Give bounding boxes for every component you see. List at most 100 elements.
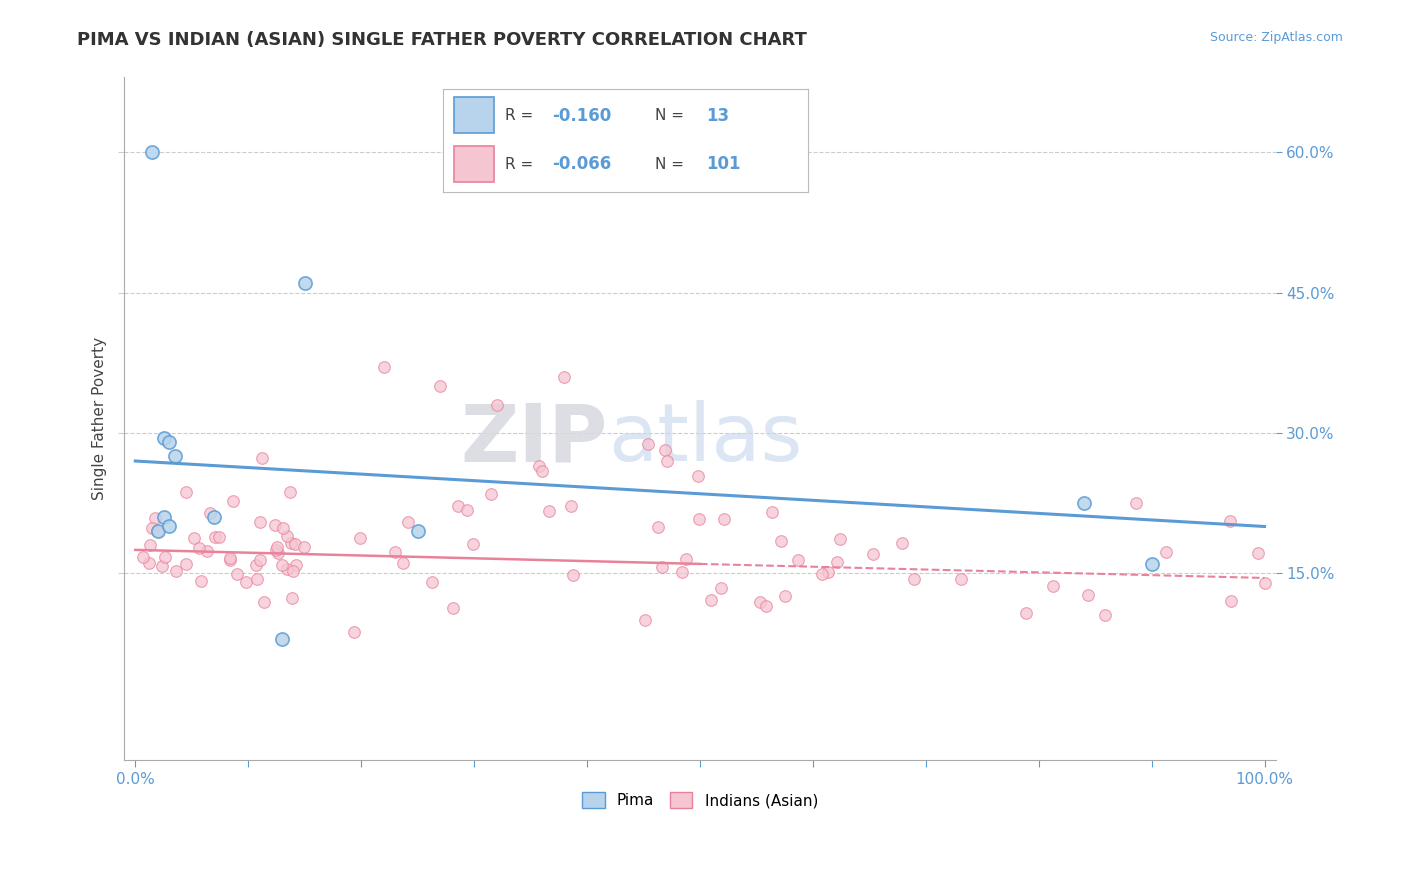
Point: [769, 533, 792, 548]
Point: [195, 544, 218, 558]
Point: [204, 531, 226, 545]
Point: [152, 510, 174, 524]
Point: [285, 558, 308, 573]
Point: [675, 552, 697, 566]
Point: [671, 565, 693, 579]
Text: R =: R =: [505, 108, 538, 123]
Point: [531, 464, 554, 478]
Point: [139, 538, 162, 552]
Point: [249, 515, 271, 529]
Point: [384, 545, 406, 559]
Point: [1253, 575, 1275, 590]
Point: [429, 379, 451, 393]
Point: [748, 595, 770, 609]
Point: [218, 551, 240, 566]
Point: [1154, 545, 1177, 559]
Text: 101: 101: [706, 155, 741, 173]
Point: [174, 557, 197, 571]
Point: [219, 553, 242, 567]
Point: [253, 595, 276, 609]
Point: [278, 484, 301, 499]
Point: [479, 487, 502, 501]
Point: [198, 506, 221, 520]
Point: [647, 520, 669, 534]
Point: [787, 553, 810, 567]
Point: [651, 559, 673, 574]
Bar: [454, 97, 494, 133]
Point: [245, 558, 267, 572]
Point: [1015, 606, 1038, 620]
Point: [654, 443, 676, 458]
Point: [150, 559, 173, 574]
Point: [271, 558, 294, 573]
Text: 13: 13: [706, 107, 730, 125]
Point: [950, 572, 973, 586]
Point: [246, 572, 269, 586]
Point: [710, 581, 733, 595]
Point: [810, 567, 832, 582]
Point: [830, 532, 852, 546]
Point: [141, 145, 163, 160]
Point: [163, 450, 186, 464]
Point: [903, 572, 925, 586]
Point: [1073, 496, 1095, 510]
Point: [294, 277, 316, 291]
Point: [202, 510, 225, 524]
Point: [143, 511, 166, 525]
Point: [222, 494, 245, 508]
Point: [655, 454, 678, 468]
Point: [132, 550, 155, 565]
Point: [825, 556, 848, 570]
Point: [420, 575, 443, 590]
Point: [391, 556, 413, 570]
Point: [485, 398, 508, 412]
Point: [686, 469, 709, 483]
Point: [1042, 579, 1064, 593]
Point: [157, 519, 180, 533]
Text: -0.160: -0.160: [553, 107, 612, 125]
Point: [1077, 588, 1099, 602]
Point: [263, 518, 285, 533]
Point: [276, 529, 298, 543]
Point: [266, 540, 288, 554]
Point: [634, 613, 657, 627]
Point: [176, 484, 198, 499]
Point: [456, 503, 478, 517]
Point: [1094, 607, 1116, 622]
Point: [447, 499, 470, 513]
Point: [373, 360, 395, 375]
Point: [537, 503, 560, 517]
Point: [1219, 594, 1241, 608]
Text: N =: N =: [655, 108, 689, 123]
Point: [862, 547, 884, 561]
Point: [165, 565, 187, 579]
Point: [249, 553, 271, 567]
Text: R =: R =: [505, 157, 538, 171]
Point: [152, 431, 174, 445]
Point: [153, 550, 176, 565]
Point: [1140, 557, 1163, 571]
Point: [281, 565, 304, 579]
Point: [183, 531, 205, 545]
Bar: [454, 145, 494, 181]
Point: [146, 524, 169, 538]
Point: [250, 450, 273, 465]
Point: [775, 589, 797, 603]
Point: [761, 505, 783, 519]
Point: [553, 369, 575, 384]
Point: [141, 521, 163, 535]
Text: -0.066: -0.066: [553, 155, 612, 173]
Point: [1247, 546, 1270, 560]
Point: [527, 458, 550, 473]
Point: [280, 535, 302, 549]
Point: [560, 499, 582, 513]
Point: [817, 566, 839, 580]
Point: [406, 524, 429, 538]
Legend: Pima, Indians (Asian): Pima, Indians (Asian): [575, 786, 824, 814]
Point: [688, 512, 710, 526]
Point: [276, 562, 298, 576]
Point: [1125, 496, 1147, 510]
Point: [157, 435, 180, 450]
Point: [146, 524, 169, 539]
Point: [271, 521, 294, 535]
